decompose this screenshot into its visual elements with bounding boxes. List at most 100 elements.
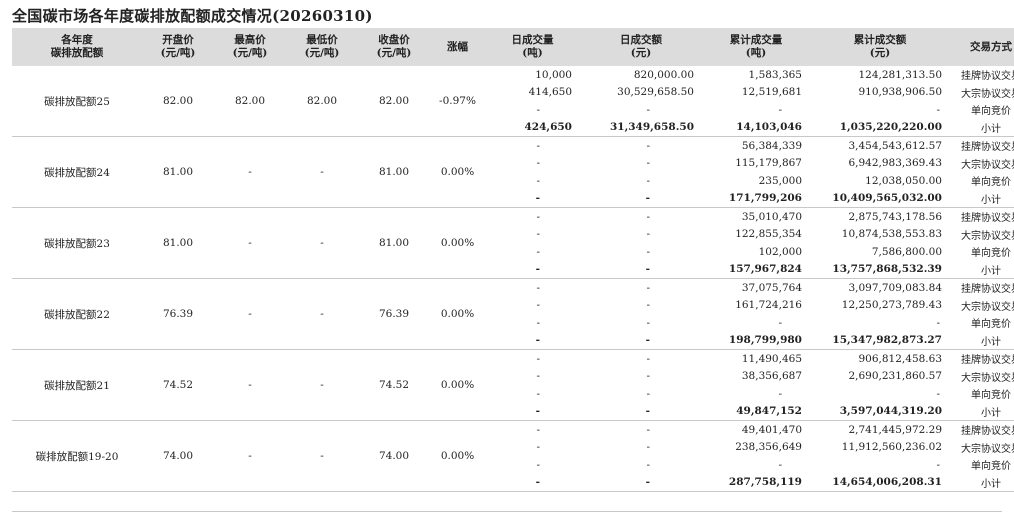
product-cell: 碳排放配额21 bbox=[12, 349, 142, 421]
cumulative-volume-cell: 49,847,152 bbox=[702, 402, 810, 421]
close-price-cell: 81.00 bbox=[358, 207, 430, 279]
trade-method-cell: 小计 bbox=[950, 473, 1014, 492]
daily-volume-cell: - bbox=[485, 402, 580, 421]
daily-turnover-cell: - bbox=[580, 189, 702, 208]
cumulative-volume-cell: 37,075,764 bbox=[741, 281, 802, 294]
high-price-cell: 82.00 bbox=[214, 66, 286, 137]
cumulative-volume-cell: 102,000 bbox=[758, 245, 802, 258]
low-price-cell: - bbox=[286, 136, 358, 208]
change-cell: 0.00% bbox=[430, 278, 485, 350]
cumulative-volume-cell: 49,401,470 bbox=[741, 423, 802, 436]
table-row: - - 122,855,354 10,874,538,553.83 大宗协议交易 bbox=[12, 226, 1014, 244]
trade-method-cell: 小计 bbox=[950, 260, 1014, 279]
change-cell: -0.97% bbox=[430, 66, 485, 137]
cumulative-turnover-cell: 13,757,868,532.39 bbox=[810, 260, 950, 279]
open-price-cell: 82.00 bbox=[142, 66, 214, 137]
trade-method-cell: 大宗协议交易 bbox=[961, 159, 1014, 171]
trade-method-cell: 小计 bbox=[950, 331, 1014, 350]
daily-turnover-cell: - bbox=[646, 387, 650, 400]
trade-method-cell: 大宗协议交易 bbox=[961, 230, 1014, 242]
daily-turnover-cell: - bbox=[646, 299, 650, 312]
daily-turnover-cell: - bbox=[646, 103, 650, 116]
daily-volume-cell: - bbox=[536, 139, 540, 152]
daily-volume-cell: - bbox=[485, 189, 580, 208]
trade-method-cell: 单向竞价 bbox=[971, 248, 1011, 260]
daily-turnover-cell: - bbox=[580, 473, 702, 492]
cumulative-volume-cell: 35,010,470 bbox=[741, 210, 802, 223]
product-cell: 碳排放配额25 bbox=[12, 66, 142, 137]
daily-volume-cell: 424,650 bbox=[485, 118, 580, 137]
daily-volume-cell: - bbox=[536, 387, 540, 400]
low-price-cell: 82.00 bbox=[286, 66, 358, 137]
daily-volume-cell: - bbox=[536, 299, 540, 312]
daily-volume-cell: - bbox=[536, 245, 540, 258]
daily-volume-cell: - bbox=[536, 174, 540, 187]
cumulative-turnover-cell: 3,454,543,612.57 bbox=[848, 139, 942, 152]
product-cell: 碳排放配额24 bbox=[12, 136, 142, 208]
trade-method-cell: 挂牌协议交易 bbox=[961, 213, 1014, 225]
table-row: - - 161,724,216 12,250,273,789.43 大宗协议交易 bbox=[12, 297, 1014, 315]
trade-method-cell: 大宗协议交易 bbox=[961, 372, 1014, 384]
cumulative-volume-cell: 38,356,687 bbox=[741, 370, 802, 383]
cumulative-turnover-cell: - bbox=[936, 316, 940, 329]
table-row: - - - - 单向竞价 bbox=[12, 314, 1014, 332]
low-price-cell: - bbox=[286, 420, 358, 492]
cumulative-volume-cell: 1,583,365 bbox=[748, 68, 802, 81]
cumulative-turnover-cell: 2,741,445,972.29 bbox=[848, 423, 942, 436]
trade-method-cell: 挂牌协议交易 bbox=[961, 426, 1014, 438]
table-bottom-rule bbox=[12, 511, 1002, 512]
trade-method-cell: 单向竞价 bbox=[971, 177, 1011, 189]
daily-turnover-cell: 31,349,658.50 bbox=[580, 118, 702, 137]
trade-method-cell: 挂牌协议交易 bbox=[961, 355, 1014, 367]
daily-turnover-cell: - bbox=[646, 316, 650, 329]
table-row: - - 238,356,649 11,912,560,236.02 大宗协议交易 bbox=[12, 439, 1014, 457]
open-price-cell: 74.52 bbox=[142, 349, 214, 421]
daily-turnover-cell: - bbox=[646, 210, 650, 223]
close-price-cell: 81.00 bbox=[358, 136, 430, 208]
product-cell: 碳排放配额23 bbox=[12, 207, 142, 279]
daily-turnover-cell: - bbox=[646, 423, 650, 436]
cumulative-volume-cell: - bbox=[778, 316, 782, 329]
daily-turnover-cell: - bbox=[646, 281, 650, 294]
header-high-price: 最高价 (元/吨) bbox=[214, 28, 286, 66]
table-header-row: 各年度 碳排放配额 开盘价 (元/吨) 最高价 (元/吨) 最低价 (元/吨) 收盘价(… bbox=[12, 28, 1014, 66]
open-price-cell: 81.00 bbox=[142, 136, 214, 208]
trade-method-cell: 小计 bbox=[950, 118, 1014, 137]
subtotal-row: - -198,799,980 15,347,982,873.27 小计 bbox=[12, 331, 1014, 350]
cumulative-turnover-cell: - bbox=[936, 458, 940, 471]
cumulative-volume-cell: 287,758,119 bbox=[702, 473, 810, 492]
table-row: - - 235,000 12,038,050.00 单向竞价 bbox=[12, 172, 1014, 190]
trade-method-cell: 单向竞价 bbox=[971, 319, 1011, 331]
trade-method-cell: 挂牌协议交易 bbox=[961, 284, 1014, 296]
daily-turnover-cell: - bbox=[580, 402, 702, 421]
close-price-cell: 82.00 bbox=[358, 66, 430, 137]
table-row: - - 102,000 7,586,800.00 单向竞价 bbox=[12, 243, 1014, 261]
change-cell: 0.00% bbox=[430, 136, 485, 208]
table-row: - - - - 单向竞价 bbox=[12, 101, 1014, 119]
cumulative-turnover-cell: 14,654,006,208.31 bbox=[810, 473, 950, 492]
cumulative-turnover-cell: - bbox=[936, 103, 940, 116]
subtotal-row: - -171,799,206 10,409,565,032.00 小计 bbox=[12, 189, 1014, 208]
daily-volume-cell: - bbox=[536, 103, 540, 116]
cumulative-turnover-cell: 2,690,231,860.57 bbox=[848, 370, 942, 383]
table-row: 碳排放配额22 76.39- -76.39 0.00% - -37,075,764 3,09… bbox=[12, 278, 1014, 350]
header-daily-turnover: 日成交额 (元) bbox=[580, 28, 702, 66]
cumulative-turnover-cell: 2,875,743,178.56 bbox=[848, 210, 942, 223]
daily-volume-cell: - bbox=[485, 260, 580, 279]
header-daily-volume: 日成交量 (吨) bbox=[485, 28, 580, 66]
cumulative-turnover-cell: 11,912,560,236.02 bbox=[841, 441, 942, 454]
change-cell: 0.00% bbox=[430, 349, 485, 421]
cumulative-volume-cell: 171,799,206 bbox=[702, 189, 810, 208]
daily-turnover-cell: - bbox=[580, 260, 702, 279]
header-low-price: 最低价 (元/吨) bbox=[286, 28, 358, 66]
cumulative-turnover-cell: 124,281,313.50 bbox=[858, 68, 943, 81]
trade-method-cell: 大宗协议交易 bbox=[961, 443, 1014, 455]
high-price-cell: - bbox=[214, 349, 286, 421]
daily-turnover-cell: - bbox=[646, 458, 650, 471]
table-row: 碳排放配额19-20 74.00- -74.00 0.00% - -49,401,470 2… bbox=[12, 420, 1014, 492]
close-price-cell: 74.00 bbox=[358, 420, 430, 492]
daily-volume-cell: - bbox=[536, 370, 540, 383]
product-cell: 碳排放配额19-20 bbox=[12, 420, 142, 492]
cumulative-volume-cell: - bbox=[778, 387, 782, 400]
daily-volume-cell: - bbox=[485, 473, 580, 492]
